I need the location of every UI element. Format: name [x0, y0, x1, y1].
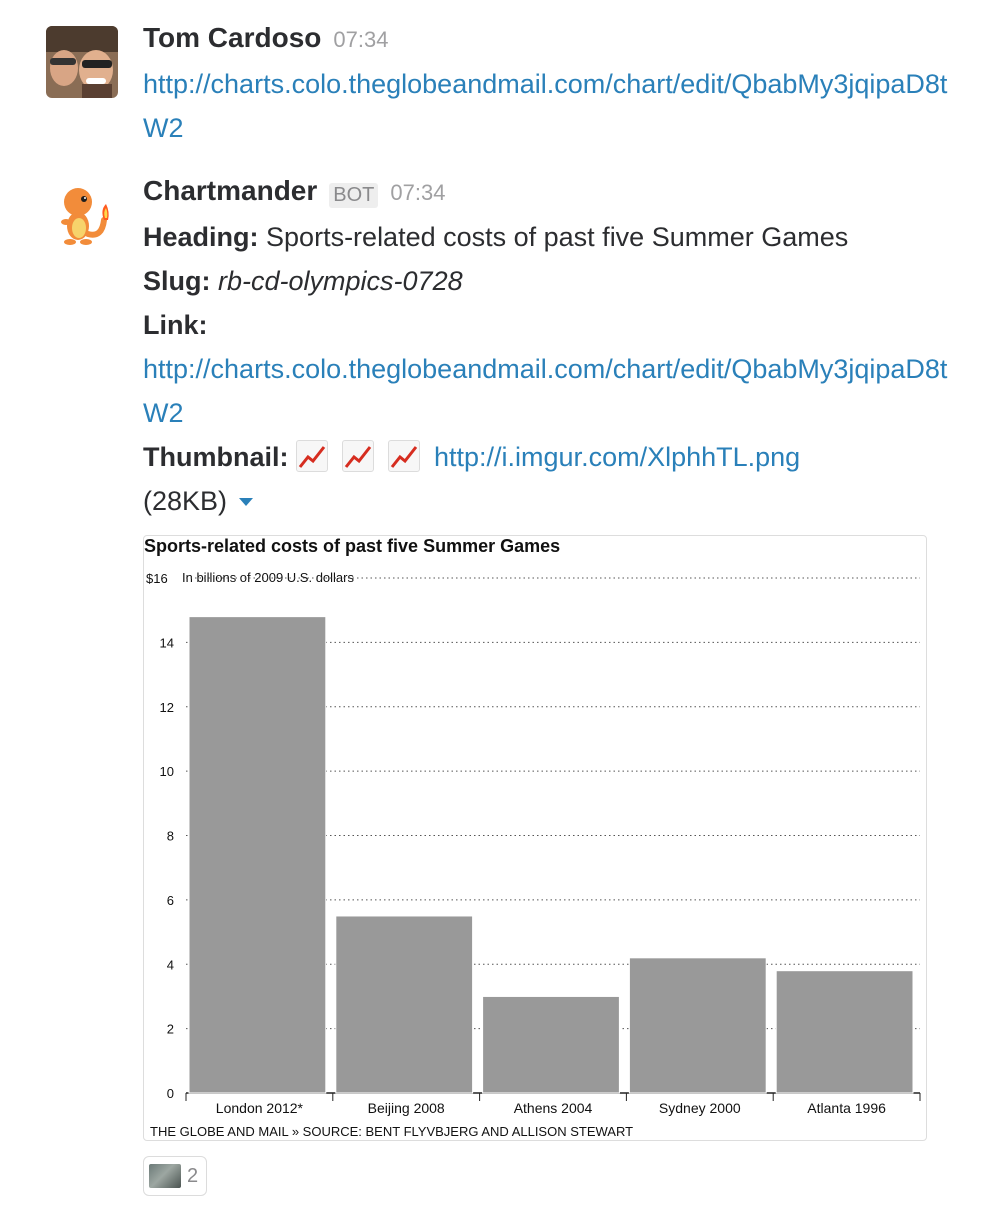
heading-label: Heading:	[143, 222, 259, 252]
timestamp[interactable]: 07:34	[390, 180, 446, 205]
chart-image-attachment[interactable]: Sports-related costs of past five Summer…	[143, 535, 927, 1141]
y-tick-label: 2	[167, 1022, 174, 1037]
avatar-chartmander[interactable]	[48, 180, 120, 252]
author-name[interactable]: Chartmander	[143, 175, 318, 206]
heading-row: Heading: Sports-related costs of past fi…	[143, 215, 956, 259]
y-tick-label: 0	[167, 1086, 174, 1101]
file-size-row: (28KB)	[143, 479, 956, 523]
chart-increasing-emoji	[296, 440, 328, 472]
x-tick-label: Atlanta 1996	[807, 1100, 886, 1116]
x-tick-label: Sydney 2000	[659, 1100, 741, 1116]
slug-label: Slug:	[143, 266, 211, 296]
reaction-button[interactable]: 2	[143, 1156, 207, 1196]
link-row: Link:	[143, 303, 956, 347]
chart-edit-link[interactable]: http://charts.colo.theglobeandmail.com/c…	[143, 69, 948, 143]
y-tick-label: 12	[160, 700, 174, 715]
heading-value: Sports-related costs of past five Summer…	[266, 222, 849, 252]
bot-badge: BOT	[329, 182, 379, 208]
chart-title: Sports-related costs of past five Summer…	[144, 536, 560, 556]
author-name[interactable]: Tom Cardoso	[143, 22, 322, 53]
timestamp[interactable]: 07:34	[333, 27, 389, 52]
file-size: (28KB)	[143, 486, 228, 516]
chart-increasing-emoji	[388, 440, 420, 472]
y-tick-label: 8	[167, 829, 174, 844]
x-tick-label: Beijing 2008	[368, 1100, 445, 1116]
bar	[482, 995, 620, 1094]
thumbnail-label: Thumbnail:	[143, 442, 289, 472]
chart-source: THE GLOBE AND MAIL » SOURCE: BENT FLYVBJ…	[150, 1124, 633, 1139]
bar	[188, 616, 327, 1094]
collapse-caret-icon[interactable]	[238, 498, 253, 506]
bar	[775, 970, 914, 1094]
y-tick-label: 14	[160, 635, 174, 650]
y-tick-label: 6	[167, 893, 174, 908]
link-label: Link:	[143, 310, 208, 340]
y-tick-label: 4	[167, 957, 174, 972]
chart-edit-link[interactable]: http://charts.colo.theglobeandmail.com/c…	[143, 354, 948, 428]
x-tick-label: Athens 2004	[514, 1100, 593, 1116]
thumbnail-row: Thumbnail: http://i.imgur.com/XlphhTL.pn…	[143, 435, 956, 479]
bar	[335, 915, 474, 1094]
x-tick-label: London 2012*	[216, 1100, 304, 1116]
bar	[628, 957, 767, 1094]
thumbnail-link[interactable]: http://i.imgur.com/XlphhTL.png	[434, 442, 801, 472]
y-tick-label: $16	[146, 571, 168, 586]
reaction-emoji-icon	[149, 1164, 181, 1188]
y-tick-label: 10	[160, 764, 174, 779]
chart-increasing-emoji	[342, 440, 374, 472]
avatar-tom-cardoso[interactable]	[46, 26, 118, 98]
slug-value: rb-cd-olympics-0728	[218, 266, 463, 296]
bar-chart: Sports-related costs of past five Summer…	[144, 536, 921, 1139]
slug-row: Slug: rb-cd-olympics-0728	[143, 259, 956, 303]
reaction-count: 2	[187, 1164, 199, 1187]
